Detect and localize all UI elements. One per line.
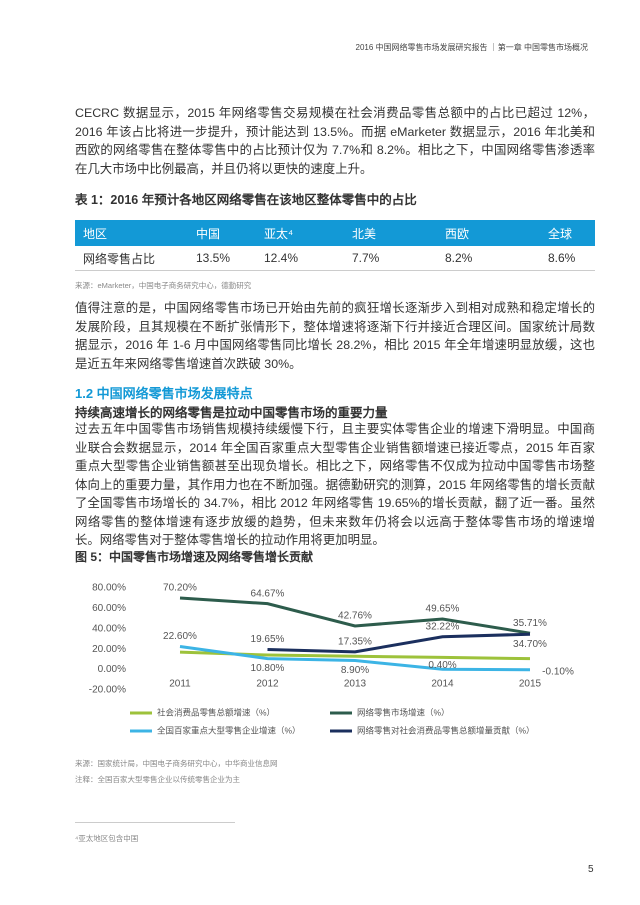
header-cell: 北美 (344, 220, 437, 246)
section-heading: 1.2 中国网络零售市场发展特点 (75, 386, 253, 401)
table-row: 网络零售占比 13.5% 12.4% 7.7% 8.2% 8.6% (75, 246, 595, 271)
data-label: -0.10% (542, 666, 574, 677)
y-tick-label: 0.00% (98, 664, 126, 675)
series-line (179, 645, 531, 672)
header-cell: 亚太⁴ (256, 220, 344, 246)
y-tick-label: -20.00% (89, 685, 126, 696)
section-subheading: 持续高速增长的网络零售是拉动中国零售市场的重要力量 (75, 406, 388, 420)
data-label: 0.40% (428, 660, 456, 671)
x-tick-label: 2012 (256, 679, 279, 690)
x-tick-label: 2015 (519, 679, 542, 690)
legend-label: 社会消费品零售总额增速（%） (157, 707, 275, 717)
cell: 8.6% (540, 246, 595, 271)
legend-label: 全国百家重点大型零售企业增速（%） (157, 725, 301, 735)
table: 地区 中国 亚太⁴ 北美 西欧 全球 网络零售占比 13.5% 12.4% 7.… (75, 220, 595, 271)
data-label: 17.35% (338, 637, 372, 648)
series-line (179, 596, 531, 635)
cell: 13.5% (188, 246, 256, 271)
y-tick-label: 40.00% (92, 623, 126, 634)
header-cell: 地区 (75, 220, 188, 246)
data-label: 34.70% (513, 639, 547, 650)
data-label: 32.22% (426, 621, 460, 632)
table-title: 表 1：2016 年预计各地区网络零售在该地区整体零售中的占比 (75, 193, 417, 207)
footnote-rule (75, 822, 235, 823)
y-tick-label: 60.00% (92, 603, 126, 614)
y-tick-label: 80.00% (92, 583, 126, 594)
table-header: 地区 中国 亚太⁴ 北美 西欧 全球 (75, 220, 595, 246)
paragraph: CECRC 数据显示，2015 年网络零售交易规模在社会消费品零售总额中的占比已… (75, 106, 595, 176)
paragraph: 值得注意的是，中国网络零售市场已开始由先前的疯狂增长逐渐步入到相对成熟和稳定增长… (75, 301, 595, 371)
data-label: 22.60% (163, 631, 197, 642)
x-tick-label: 2011 (169, 679, 191, 690)
data-label: 19.65% (251, 634, 285, 645)
data-label: 64.67% (251, 588, 285, 599)
paragraph: 过去五年中国零售市场销售规模持续缓慢下行，且主要实体零售企业的增速下滑明显。中国… (75, 422, 595, 547)
cell: 网络零售占比 (75, 246, 188, 271)
header-cell: 全球 (540, 220, 595, 246)
figure-note: 注释：全国百家大型零售企业以传统零售企业为主 (75, 775, 240, 784)
data-label: 49.65% (426, 604, 460, 615)
figure-title: 图 5：中国零售市场增速及网络零售增长贡献 (75, 550, 314, 564)
table-source: 来源：eMarketer，中国电子商务研究中心，德勤研究 (75, 281, 252, 290)
cell: 12.4% (256, 246, 344, 271)
series-line (267, 632, 531, 654)
footnote: ⁴亚太地区包含中国 (75, 834, 139, 843)
data-label: 8.90% (341, 665, 369, 676)
page-number: 5 (588, 864, 594, 875)
legend-label: 网络零售市场增速（%） (357, 707, 450, 717)
chart: -20.00% 0.00% 20.00% 40.00% 60.00% 80.00% 2011… (89, 583, 574, 736)
data-label: 10.80% (251, 663, 285, 674)
cell: 8.2% (437, 246, 540, 271)
header-cell: 西欧 (437, 220, 540, 246)
data-label: 35.71% (513, 618, 547, 629)
header: 2016 中国网络零售市场发展研究报告 ｜第一章 中国零售市场概况 (355, 43, 588, 52)
header-cell: 中国 (188, 220, 256, 246)
x-tick-label: 2013 (344, 679, 367, 690)
figure-source: 来源：国家统计局，中国电子商务研究中心，中华商业信息网 (75, 759, 278, 768)
y-tick-label: 20.00% (92, 644, 126, 655)
cell: 7.7% (344, 246, 437, 271)
data-label: 70.20% (163, 583, 197, 594)
data-label: 42.76% (338, 611, 372, 622)
x-tick-label: 2014 (431, 679, 454, 690)
legend-label: 网络零售对社会消费品零售总额增量贡献（%） (357, 725, 535, 735)
